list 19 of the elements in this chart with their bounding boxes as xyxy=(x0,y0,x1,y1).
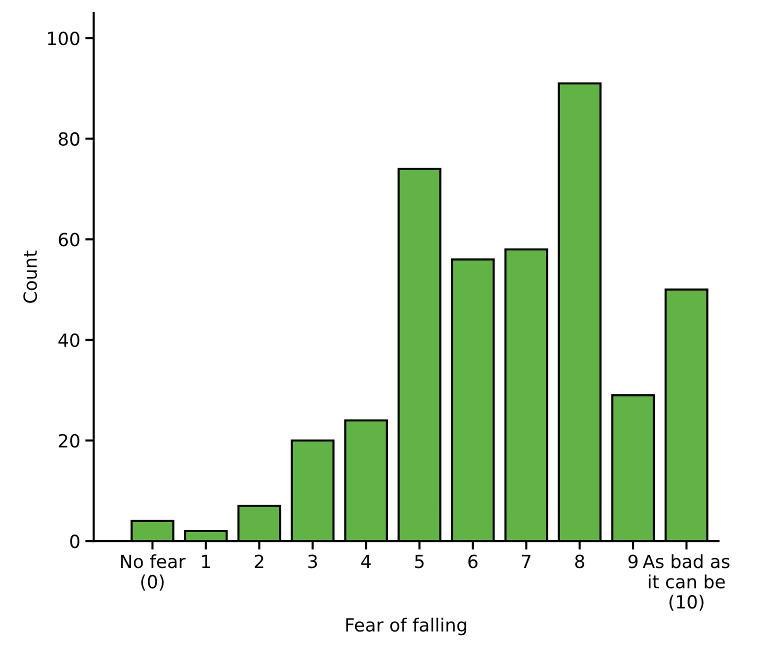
x-tick-label: 4 xyxy=(361,554,371,568)
x-tick-label: 1 xyxy=(202,554,210,568)
y-tick-label: 60 xyxy=(58,232,80,246)
x-tick-label: 3 xyxy=(308,554,317,568)
x-tick-label: No fear (0) xyxy=(121,554,186,591)
y-tick-label: 40 xyxy=(58,333,80,348)
y-tick-label: 0 xyxy=(70,534,80,548)
y-tick-label: 80 xyxy=(58,132,80,146)
x-tick-label: As bad as it can be (10) xyxy=(642,554,730,611)
x-tick-label: 8 xyxy=(575,554,584,568)
x-tick-label: 2 xyxy=(254,554,264,568)
x-tick-label: 6 xyxy=(468,554,478,568)
x-axis-title: Fear of falling xyxy=(346,618,466,636)
y-axis-title: Count xyxy=(23,250,38,303)
x-tick-label: 7 xyxy=(522,554,530,568)
y-tick-label: 20 xyxy=(58,434,80,448)
x-tick-label: 5 xyxy=(415,554,424,568)
x-tick-label: 9 xyxy=(628,554,638,568)
y-tick-label: 100 xyxy=(48,32,80,46)
